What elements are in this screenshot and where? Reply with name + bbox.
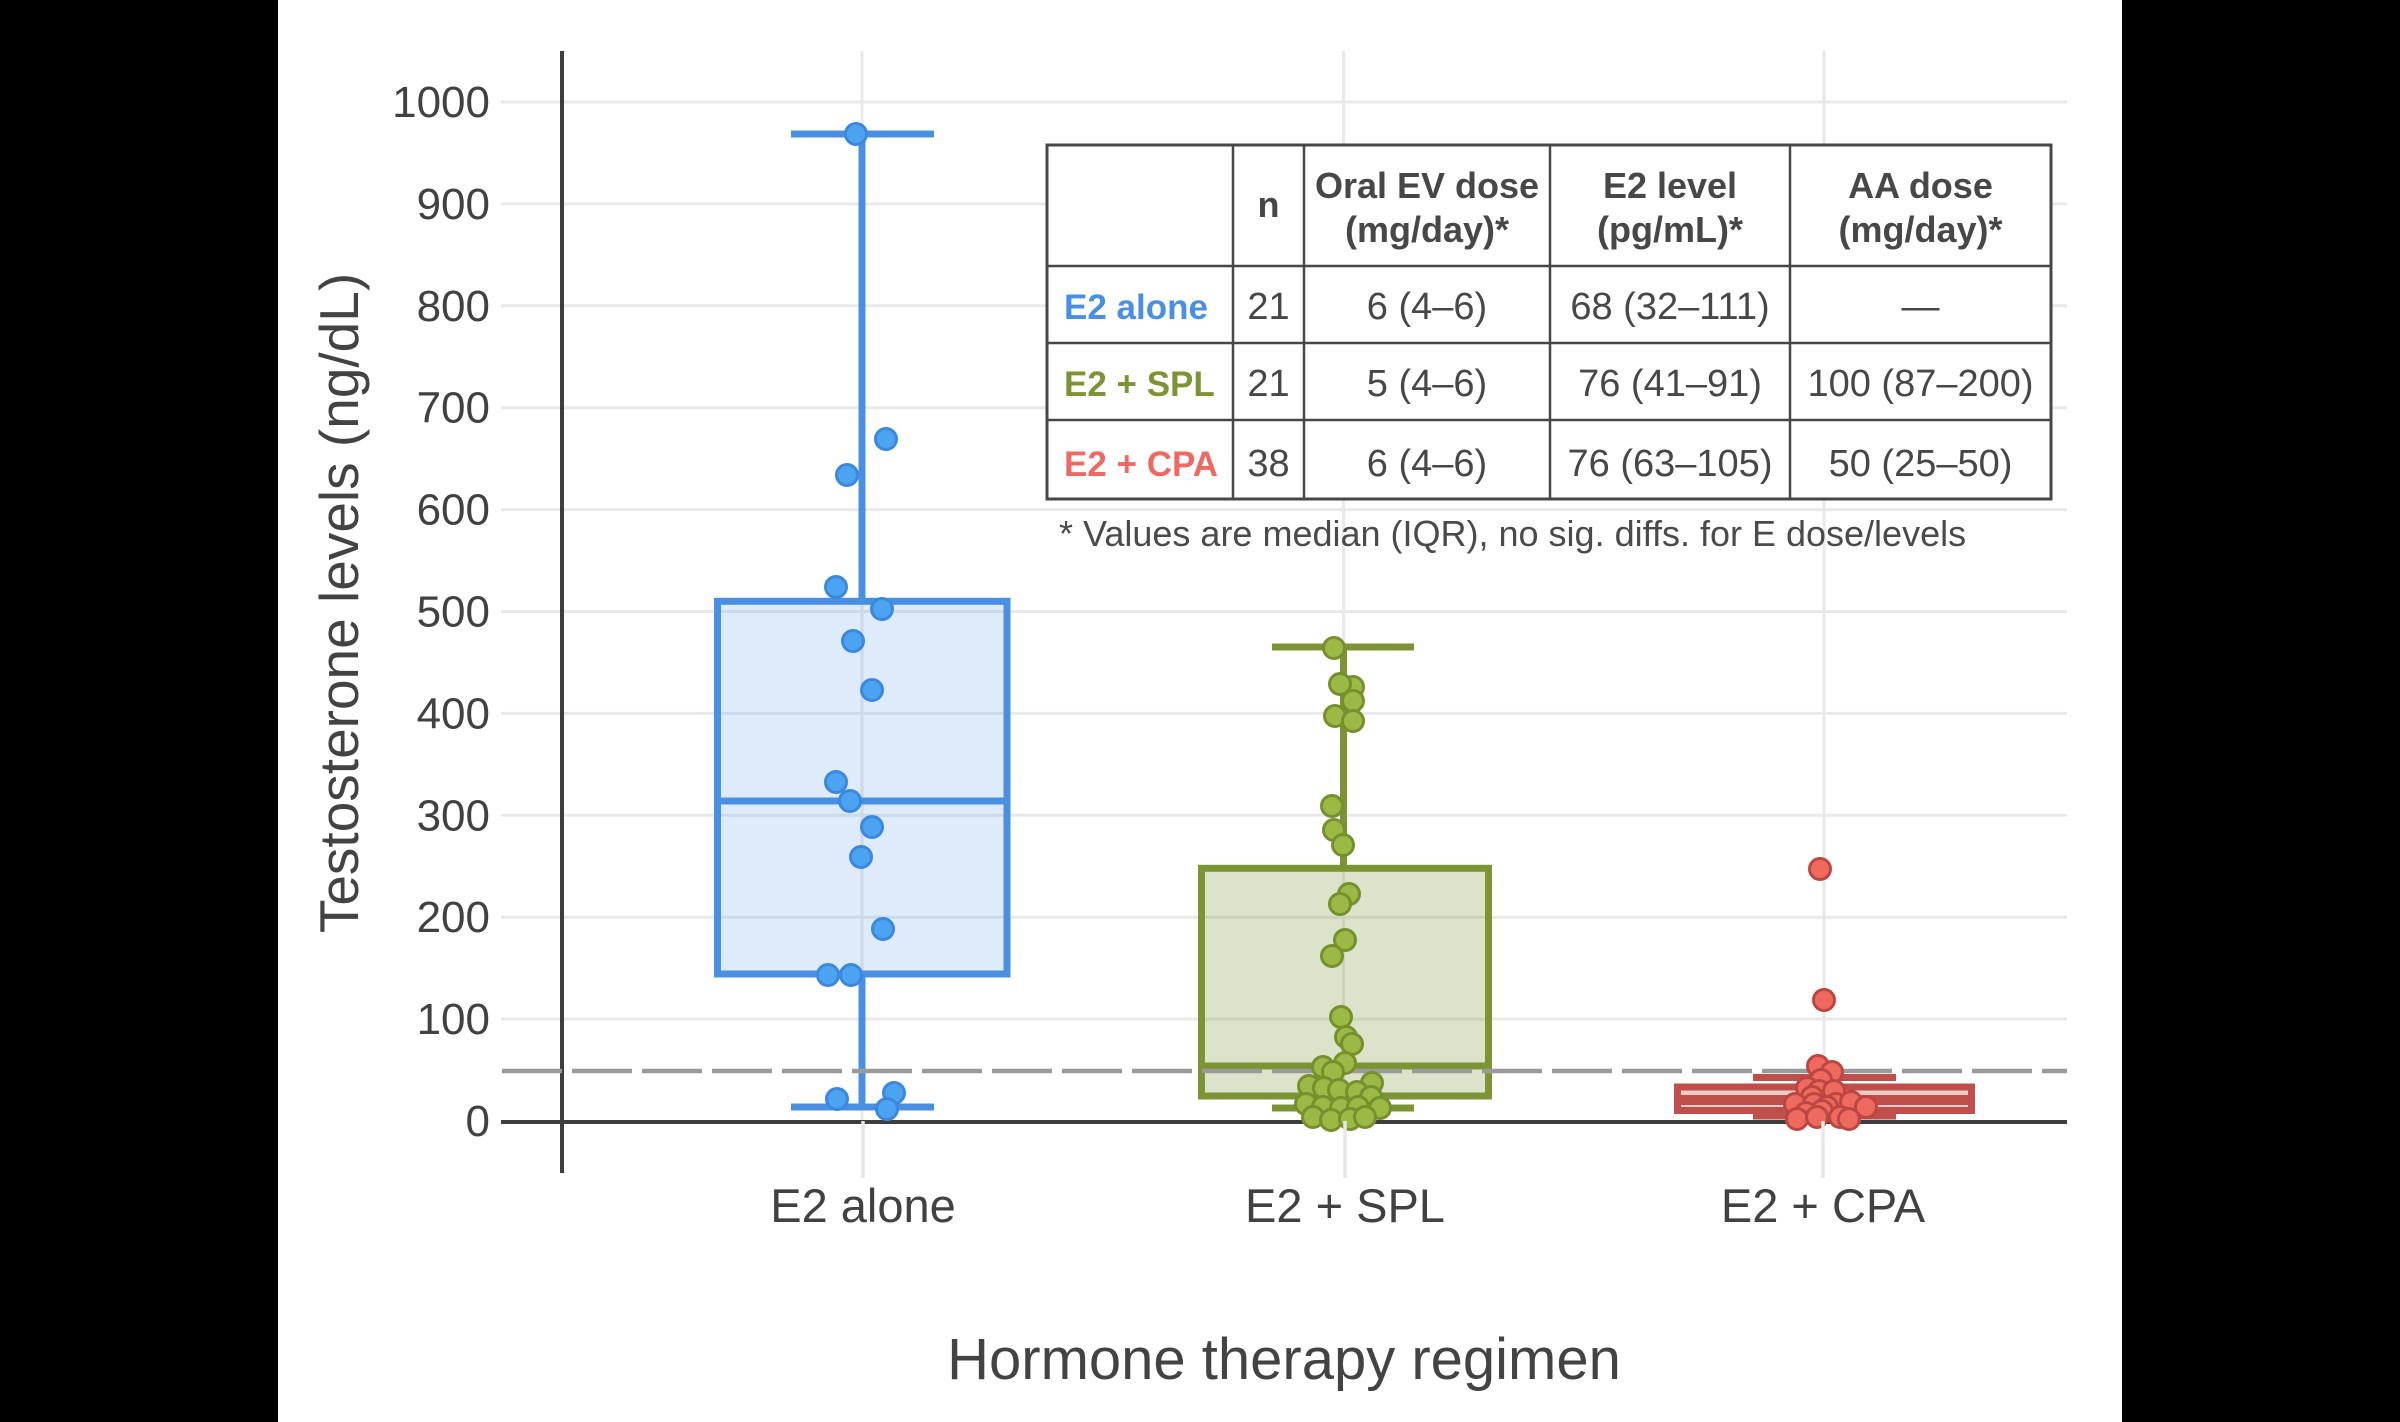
svg-text:21: 21 (1247, 286, 1289, 328)
svg-text:6 (4–6): 6 (4–6) (1367, 443, 1487, 485)
svg-text:Testosterone levels (ng/dL): Testosterone levels (ng/dL) (308, 273, 370, 933)
svg-text:E2 alone: E2 alone (1064, 288, 1208, 327)
svg-text:1000: 1000 (392, 78, 490, 127)
svg-text:50 (25–50): 50 (25–50) (1829, 443, 2013, 485)
svg-text:(mg/day)*: (mg/day)* (1345, 209, 1509, 250)
svg-text:Hormone therapy regimen: Hormone therapy regimen (947, 1327, 1621, 1392)
svg-text:76 (41–91): 76 (41–91) (1578, 363, 1762, 405)
svg-text:200: 200 (417, 893, 490, 942)
svg-text:76 (63–105): 76 (63–105) (1568, 443, 1773, 485)
svg-text:100: 100 (417, 995, 490, 1044)
svg-text:38: 38 (1247, 443, 1289, 485)
svg-text:100 (87–200): 100 (87–200) (1807, 363, 2033, 405)
svg-text:E2 + SPL: E2 + SPL (1245, 1179, 1445, 1232)
svg-text:E2 + SPL: E2 + SPL (1064, 365, 1215, 404)
svg-text:(mg/day)*: (mg/day)* (1838, 209, 2002, 250)
svg-text:n: n (1258, 184, 1280, 225)
svg-text:5 (4–6): 5 (4–6) (1367, 363, 1487, 405)
svg-text:800: 800 (417, 282, 490, 331)
svg-text:* Values are median (IQR), no: * Values are median (IQR), no sig. diffs… (1059, 513, 1966, 554)
svg-text:68 (32–111): 68 (32–111) (1570, 286, 1769, 328)
svg-text:E2 + CPA: E2 + CPA (1064, 445, 1218, 484)
svg-text:700: 700 (417, 384, 490, 433)
svg-text:—: — (1902, 286, 1940, 328)
svg-text:500: 500 (417, 588, 490, 637)
svg-text:E2 alone: E2 alone (770, 1179, 956, 1232)
svg-text:400: 400 (417, 689, 490, 738)
svg-text:E2 level: E2 level (1603, 165, 1737, 206)
svg-text:900: 900 (417, 180, 490, 229)
svg-text:6 (4–6): 6 (4–6) (1367, 286, 1487, 328)
svg-text:E2 + CPA: E2 + CPA (1721, 1179, 1926, 1232)
svg-text:600: 600 (417, 486, 490, 535)
svg-text:0: 0 (466, 1097, 490, 1146)
svg-text:21: 21 (1247, 363, 1289, 405)
svg-text:(pg/mL)*: (pg/mL)* (1597, 209, 1743, 250)
svg-text:Oral EV dose: Oral EV dose (1315, 165, 1539, 206)
svg-text:300: 300 (417, 791, 490, 840)
svg-text:AA dose: AA dose (1848, 165, 1993, 206)
